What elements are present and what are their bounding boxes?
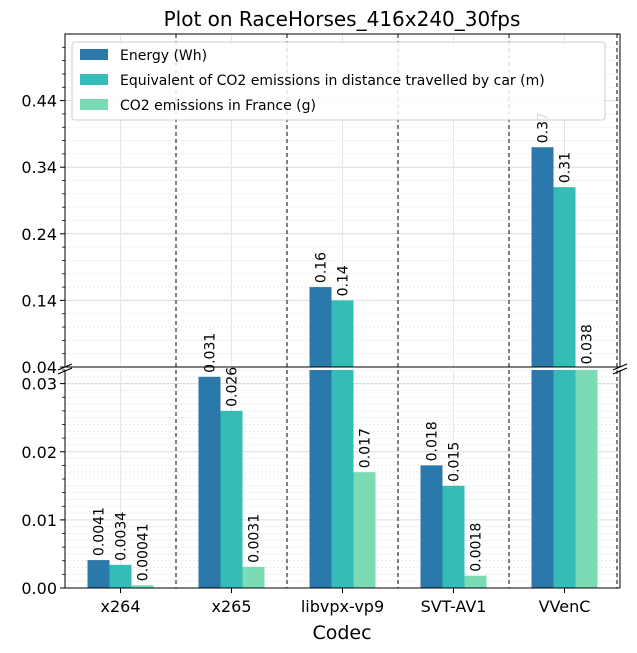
axis-ticks: 0.00 0.01 0.02 0.030.04 0.14 0.24 0.34 0.44 x264… [21,46,591,616]
y-tick-label: 0.00 [21,579,57,598]
x-tick-label: x264 [100,597,140,616]
axis-break-mark [57,367,73,375]
bar [131,585,154,588]
y-tick-label: 0.14 [21,291,57,310]
bar [531,370,554,588]
data-label: 0.015 [447,442,463,482]
y-tick-label: 0.04 [21,358,57,377]
bar [464,575,487,588]
y-tick-label: 0.01 [21,511,57,530]
y-tick-label: 0.03 [21,375,57,394]
data-label: 0.031 [203,333,219,373]
bar [309,287,332,367]
data-labels: 0.00410.0310.160.0180.370.00340.0260.140… [92,112,596,581]
legend-label: Equivalent of CO2 emissions in distance … [120,73,545,89]
bar [331,370,354,588]
data-label: 0.038 [580,324,596,364]
x-tick-label: VVenC [539,597,591,616]
y-tick-label: 0.02 [21,443,57,462]
data-label: 0.0034 [114,512,130,561]
data-label: 0.0018 [469,523,485,572]
axis-break-mark [612,363,628,371]
legend-box [71,41,606,121]
bar [242,566,265,588]
bar [575,370,598,588]
legend-label: CO2 emissions in France (g) [120,98,316,114]
data-label: 0.16 [314,252,330,283]
axis-break-mark [612,367,628,375]
x-tick-label: x265 [211,597,251,616]
bar [198,376,221,588]
bar [531,147,554,367]
y-tick-label: 0.44 [21,92,57,111]
legend-label: Energy (Wh) [120,48,207,64]
y-tick-label: 0.24 [21,225,57,244]
y-tick-label: 0.34 [21,158,57,177]
data-label: 0.31 [558,152,574,183]
bars [87,147,598,588]
data-label: 0.018 [425,421,441,461]
bar [109,564,132,588]
bar [220,410,243,588]
data-label: 0.00041 [136,523,152,581]
data-label: 0.026 [225,367,241,407]
bar [309,370,332,588]
data-label: 0.14 [336,265,352,296]
bar [442,485,465,588]
legend-swatch [80,99,108,110]
upper-axes-box [64,33,621,368]
bar [553,187,576,367]
bar [553,370,576,588]
legend: Energy (Wh) Equivalent of CO2 emissions i… [71,41,606,121]
bar [353,472,376,588]
x-tick-label: libvpx-vp9 [301,597,384,616]
category-separators [175,34,618,588]
bar [420,465,443,588]
data-label: 0.0041 [92,507,108,556]
legend-swatch [80,74,108,85]
x-tick-label: SVT-AV1 [421,597,487,616]
legend-swatch [80,49,108,60]
data-label: 0.017 [358,428,374,468]
bar [331,300,354,367]
x-axis-label: Codec [312,622,371,644]
bar [87,560,110,588]
data-label: 0.0031 [247,514,263,563]
chart-title: Plot on RaceHorses_416x240_30fps [164,7,521,31]
